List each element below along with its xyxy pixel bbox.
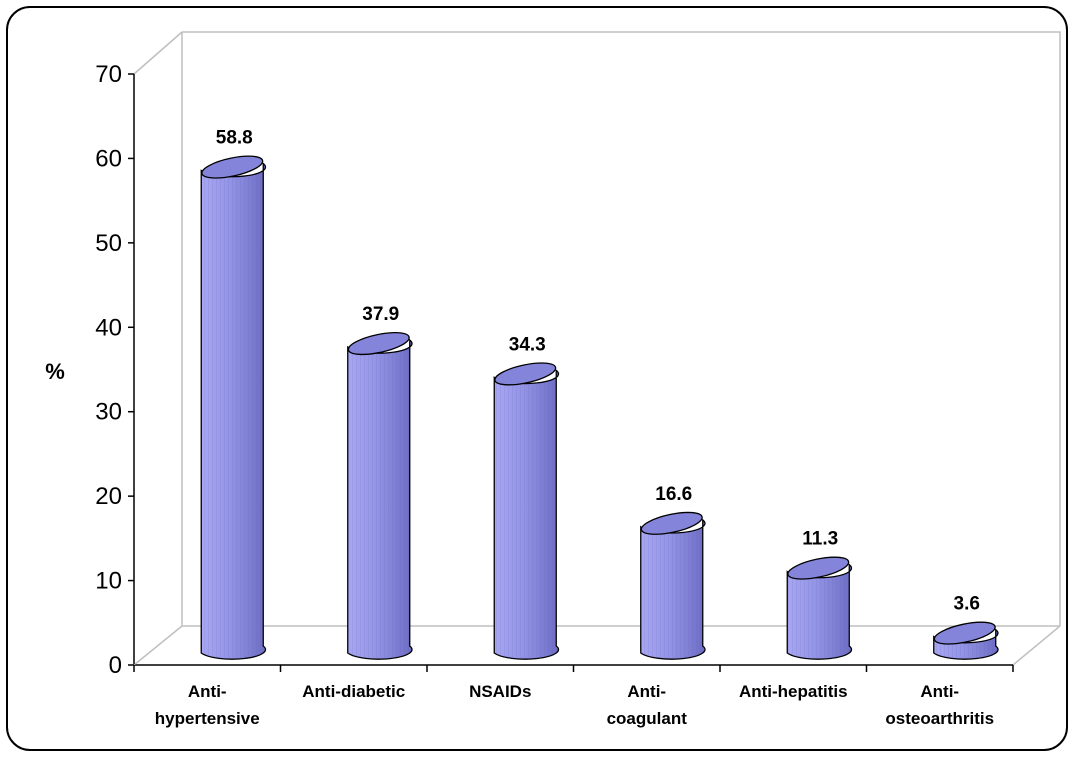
back-wall <box>181 31 1061 627</box>
data-label: 3.6 <box>954 594 980 615</box>
category-label: osteoarthritis <box>885 709 994 728</box>
y-depth-line <box>133 625 183 666</box>
y-depth-line <box>134 202 182 243</box>
y-tick-label: 40 <box>95 314 122 341</box>
plot-walls <box>133 31 1061 666</box>
data-label: 34.3 <box>509 334 546 355</box>
bar-texture <box>494 370 559 660</box>
bar <box>786 556 853 660</box>
data-label: 37.9 <box>362 304 399 325</box>
y-depth-line <box>134 287 182 328</box>
x-axis-ticks <box>133 665 1014 672</box>
bar <box>493 362 560 660</box>
bar-texture <box>787 564 852 660</box>
bar <box>933 621 999 660</box>
y-depth-line <box>134 32 182 74</box>
data-label: 11.3 <box>802 529 838 550</box>
bar <box>640 511 706 660</box>
bar-top-cap <box>494 362 557 386</box>
y-tick-label: 10 <box>95 568 122 595</box>
y-axis-title: % <box>45 359 65 384</box>
y-axis-ticks: 0 10 20 30 40 50 60 70 <box>95 32 183 679</box>
y-tick-label: 60 <box>95 145 122 172</box>
bar-top-cap <box>347 331 410 356</box>
floor <box>1012 625 1061 666</box>
y-depth-line <box>134 371 182 411</box>
y-depth-line <box>134 456 182 496</box>
category-labels: Anti-hypertensive Anti-diabetic NSAIDs Anti… <box>155 682 994 728</box>
category-label: Anti- <box>627 682 666 701</box>
category-label: Anti-diabetic <box>302 682 405 701</box>
y-depth-line <box>134 117 182 159</box>
bars <box>200 155 999 660</box>
data-labels: 58.8 37.9 34.3 16.6 11.3 3.6 <box>216 128 980 615</box>
category-label: hypertensive <box>155 709 260 728</box>
y-tick-label: 0 <box>109 652 122 679</box>
bar-top-cap <box>787 556 850 580</box>
category-label: Anti- <box>188 682 227 701</box>
bar <box>200 155 267 660</box>
bar-texture <box>933 629 999 660</box>
bar-texture <box>640 519 705 660</box>
category-label: NSAIDs <box>469 682 531 701</box>
bar-texture <box>347 340 413 660</box>
category-label: coagulant <box>607 709 688 728</box>
bar-top-cap <box>640 511 703 535</box>
y-tick-label: 20 <box>95 483 122 510</box>
data-label: 58.8 <box>216 128 253 149</box>
left-wall <box>133 31 183 666</box>
data-label: 16.6 <box>655 484 692 505</box>
y-tick-label: 70 <box>95 61 122 88</box>
bar <box>347 331 413 660</box>
y-tick-label: 50 <box>95 230 122 257</box>
category-label: Anti- <box>920 682 959 701</box>
y-tick-label: 30 <box>95 399 122 426</box>
axes <box>133 74 1013 666</box>
bar-top-cap <box>201 155 264 179</box>
bar-top-cap <box>933 621 996 645</box>
category-label: Anti-hepatitis <box>739 682 848 701</box>
y-depth-line <box>134 541 182 580</box>
bar-texture <box>201 163 266 660</box>
